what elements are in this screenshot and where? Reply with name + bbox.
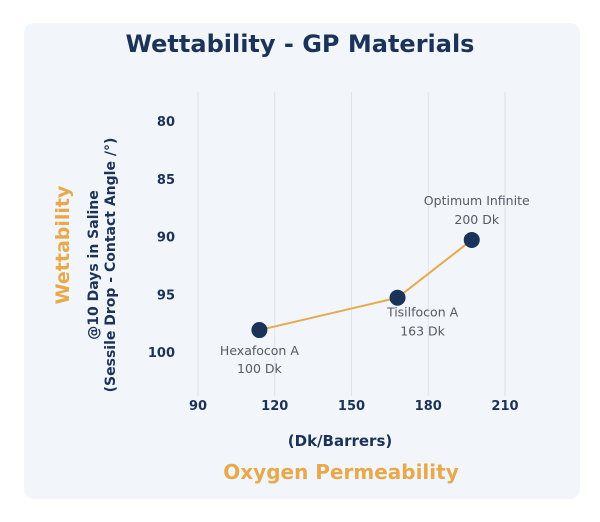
y-tick-label-0: 80	[157, 115, 175, 130]
point-label-2-dk: 200 Dk	[454, 212, 499, 227]
x-tick-label-4: 210	[491, 399, 518, 414]
point-label-0-dk: 100 Dk	[237, 361, 282, 376]
point-label-1-name: Tisilfocon A	[386, 305, 459, 320]
point-label-1-dk: 163 Dk	[400, 324, 445, 339]
x-tick-label-0: 90	[189, 399, 207, 414]
x-axis-unit: (Dk/Barrers)	[287, 432, 393, 450]
x-axis-label: Oxygen Permeability	[223, 460, 459, 484]
data-point-0	[251, 322, 268, 339]
x-tick-label-1: 120	[261, 399, 288, 414]
y-tick-label-3: 95	[157, 288, 175, 303]
point-label-0-name: Hexafocon A	[220, 343, 299, 358]
chart-title: Wettability - GP Materials	[125, 30, 475, 58]
point-label-2-name: Optimum Infinite	[424, 193, 530, 208]
data-point-1	[389, 289, 406, 306]
x-tick-label-3: 180	[415, 399, 442, 414]
y-tick-label-2: 90	[157, 231, 175, 246]
y-tick-label-1: 85	[157, 173, 175, 188]
chart-card	[24, 23, 580, 499]
data-point-2	[463, 231, 480, 248]
x-tick-label-2: 150	[338, 399, 365, 414]
y-tick-label-4: 100	[148, 346, 175, 361]
